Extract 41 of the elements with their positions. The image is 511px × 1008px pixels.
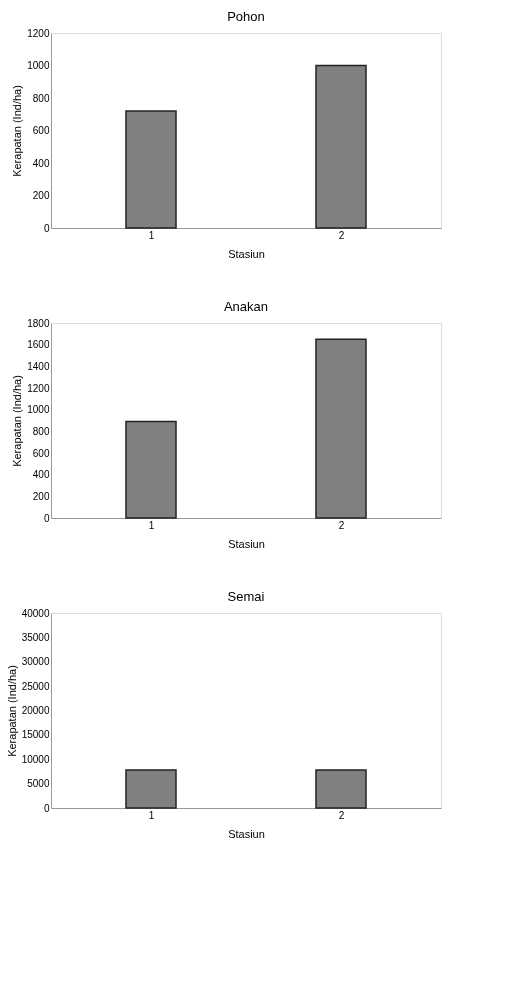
chart-title: Pohon [227, 9, 265, 24]
y-tick-label: 400 [32, 469, 50, 481]
y-tick-label: 35000 [21, 631, 50, 643]
x-axis-title: Stasiun [228, 537, 265, 550]
y-axis-title: Kerapatan (Ind/ha) [11, 85, 24, 177]
y-tick-label: 1000 [27, 60, 50, 71]
x-axis-title: Stasiun [228, 827, 265, 840]
x-axis-title: Stasiun [228, 247, 265, 260]
y-tick-label: 600 [32, 125, 50, 136]
x-tick-label: 1 [148, 519, 155, 531]
y-tick-label: 600 [32, 447, 50, 459]
y-tick-label: 200 [32, 490, 50, 502]
y-tick-label: 10000 [21, 753, 50, 765]
x-tick-label: 2 [338, 229, 345, 241]
y-tick-label: 200 [32, 190, 50, 201]
chart-title: Anakan [223, 299, 269, 314]
x-tick-label: 2 [338, 519, 345, 531]
y-tick-label: 20000 [21, 705, 50, 716]
chart-title: Semai [227, 589, 265, 604]
y-tick-label: 1400 [27, 360, 50, 372]
y-tick-label: 1800 [27, 317, 50, 329]
y-tick-label: 15000 [21, 729, 50, 741]
y-tick-label: 1200 [27, 27, 50, 39]
x-tick-label: 1 [148, 809, 155, 821]
y-axis-title: Kerapatan (Ind/ha) [11, 375, 24, 467]
x-tick-label: 1 [148, 229, 155, 241]
y-tick-label: 30000 [21, 656, 50, 668]
y-tick-label: 1200 [27, 382, 50, 394]
y-axis-title: Kerapatan (Ind/ha) [5, 665, 18, 757]
y-tick-label: 0 [43, 512, 50, 524]
y-tick-label: 1600 [27, 339, 50, 351]
y-tick-label: 0 [43, 802, 50, 814]
y-tick-label: 800 [32, 92, 50, 104]
y-tick-label: 0 [43, 222, 50, 234]
y-tick-label: 40000 [21, 607, 50, 619]
x-tick-label: 2 [338, 809, 345, 821]
y-tick-label: 5000 [27, 778, 50, 790]
y-tick-label: 1000 [27, 404, 50, 416]
y-tick-label: 400 [32, 157, 50, 169]
y-tick-label: 25000 [21, 680, 50, 692]
y-tick-label: 800 [32, 425, 50, 437]
